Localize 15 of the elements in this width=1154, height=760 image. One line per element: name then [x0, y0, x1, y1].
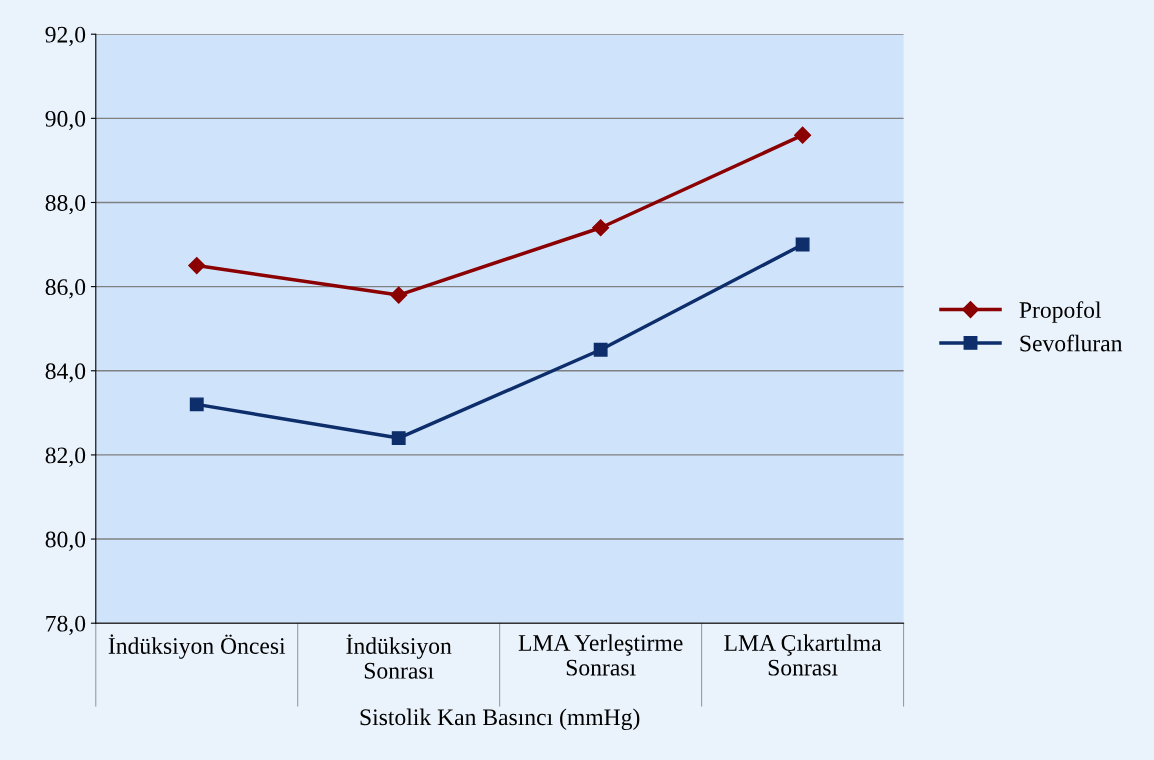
- y-tick-label: 86,0: [45, 279, 86, 299]
- y-tick-label: 80,0: [45, 531, 86, 551]
- x-axis-title: Sistolik Kan Basıncı (mmHg): [360, 708, 640, 731]
- x-tick-label: LMA Çıkartılma Sonrası: [724, 634, 882, 676]
- y-tick-label: 92,0: [45, 26, 86, 47]
- x-tick-label: İndüksiyon Öncesi: [108, 634, 286, 659]
- y-tick-label: 82,0: [45, 447, 86, 467]
- y-tick-label: 90,0: [45, 110, 86, 131]
- legend-label: Propofol: [1019, 301, 1102, 323]
- y-tick-label: 78,0: [46, 615, 86, 636]
- x-tick-label: İndüksiyon Sonrası: [346, 634, 452, 679]
- y-tick-label: 88,0: [45, 194, 86, 215]
- legend-label: Sevofluran: [1020, 334, 1123, 352]
- y-tick-label: 84,0: [45, 363, 86, 383]
- x-tick-label: LMA Yerleştirme Sonrası: [518, 634, 683, 676]
